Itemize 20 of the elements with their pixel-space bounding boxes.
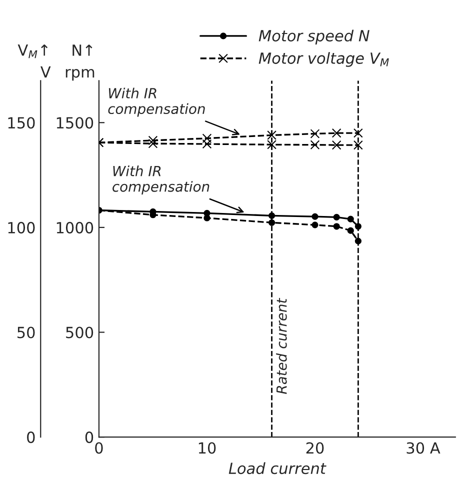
y2-tick-label: 0: [27, 432, 35, 444]
y-tick-label: 500: [66, 326, 94, 338]
annotation: With IR compensation: [108, 88, 205, 117]
annotation: With IR compensation: [112, 166, 210, 195]
ref-line-label: Rated current: [276, 298, 287, 394]
x-tick-label: 10: [198, 442, 216, 454]
y-tick-label: 1500: [56, 117, 94, 129]
legend-label: Motor speed N: [258, 30, 370, 44]
x-axis-title: Load current: [228, 462, 326, 474]
legend-label: Motor voltage V$_{M}$: [258, 52, 389, 67]
y2-tick-label: 50: [18, 326, 35, 338]
y2-tick-label: 150: [8, 117, 35, 129]
y2-axis-title: V$_{M}$↑ V: [18, 44, 51, 78]
x-tick-label: 0: [95, 442, 103, 454]
x-tick-label: 30 A: [406, 442, 440, 454]
y-tick-label: 1000: [56, 222, 94, 234]
y-tick-label: 0: [85, 432, 94, 444]
y2-tick-label: 100: [8, 222, 35, 234]
x-tick-label: 20: [306, 442, 324, 454]
y-axis-title: N↑ rpm: [66, 44, 94, 81]
